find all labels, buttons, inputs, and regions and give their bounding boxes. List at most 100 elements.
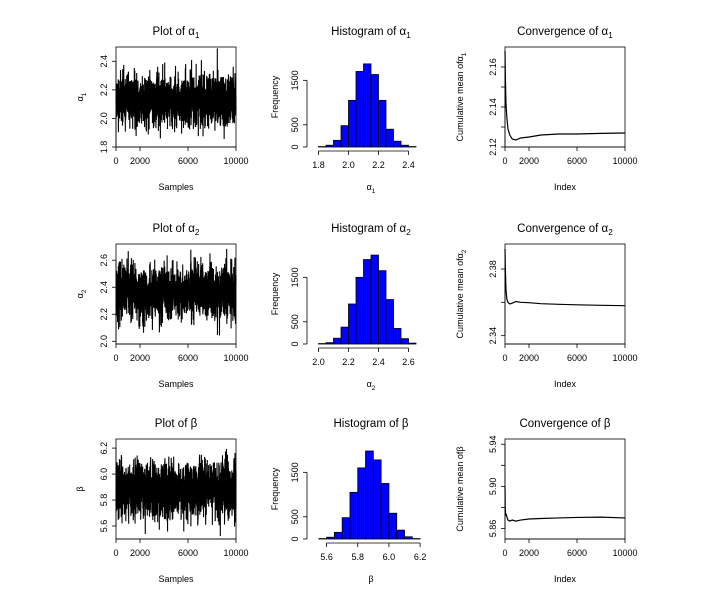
y-tick-label: 2.0 (99, 112, 109, 125)
y-tick-label: 2.2 (99, 84, 109, 97)
x-axis-label-sub: 2 (372, 385, 376, 392)
x-tick-label: 0 (502, 353, 507, 363)
histogram-bar (393, 140, 402, 148)
y-tick-label: 2.6 (99, 254, 109, 267)
y-axis-label-sub: 2 (461, 249, 468, 253)
panel-title-sub: 2 (608, 228, 613, 237)
histogram-bar (388, 512, 398, 540)
panel-histogram-3: Histogram of β 5.6 5.8 6.0 6.2 0 500 1500 β Frequ… (270, 418, 426, 584)
y-axis-label-base: Cumulative mean ofβ (455, 446, 465, 531)
x-tick-label: 2000 (519, 548, 539, 558)
plot-frame (504, 243, 626, 345)
y-tick-label: 0 (290, 144, 300, 149)
histogram-bar (378, 99, 387, 148)
histogram-bar (393, 328, 402, 345)
y-axis-label-sub: 1 (461, 52, 468, 56)
y-tick-label: 1500 (290, 70, 300, 90)
y-axis-label: β (75, 486, 85, 491)
panel-title: Convergence of α1 (517, 26, 613, 40)
x-tick-label: 10000 (612, 156, 637, 166)
panel-title: Histogram of α1 (331, 26, 411, 40)
histogram-bar (333, 531, 343, 540)
histogram-bar (349, 491, 359, 540)
x-tick-label: 2.4 (402, 160, 415, 170)
y-axis-label-base: Frequency (270, 75, 280, 118)
y-tick-label: 6.0 (99, 468, 109, 481)
panel-title: Histogram of β (334, 418, 409, 430)
x-tick-label: 6000 (178, 353, 198, 363)
histogram-bar (408, 342, 417, 345)
x-tick-label: 0 (502, 548, 507, 558)
y-tick-label: 2.16 (488, 58, 498, 76)
panel-trace-1: Plot of α10 2000 6000 100001.82.02.22.4Samp… (75, 26, 249, 192)
y-tick-label: 2.14 (488, 98, 498, 116)
x-tick-label: 6000 (178, 548, 198, 558)
panel-title: Plot of β (155, 418, 198, 430)
y-axis-label-base: β (75, 486, 85, 491)
y-tick-label: 2.38 (488, 260, 498, 278)
plot-frame (504, 438, 626, 540)
x-tick-label: 2.2 (342, 357, 355, 367)
y-axis-label: Cumulative mean ofα2 (455, 249, 468, 338)
x-tick-label: 0 (113, 156, 118, 166)
panel-title: Plot of α2 (152, 223, 199, 237)
y-axis-label-base: Frequency (270, 467, 280, 510)
histogram-bar (365, 450, 374, 540)
y-tick-label: 1500 (290, 267, 300, 287)
x-axis-label-base: Index (554, 182, 577, 192)
y-tick-label: 5.90 (488, 478, 498, 496)
x-tick-label: 6000 (567, 353, 587, 363)
y-tick-label: 500 (290, 509, 300, 524)
y-tick-label: 2.2 (99, 308, 109, 321)
x-axis-label: Samples (158, 574, 194, 584)
cumulative-mean-line (504, 486, 626, 522)
histogram-bar (370, 74, 379, 148)
y-tick-label: 5.94 (488, 435, 498, 453)
x-axis-label: Samples (158, 379, 194, 389)
x-tick-label: 5.8 (351, 552, 364, 562)
x-tick-label: 10000 (612, 353, 637, 363)
panel-title-base: Histogram of α (331, 26, 406, 38)
panel-convergence-2: Convergence of α20 2000 6000 100002.342.38I… (455, 223, 638, 389)
y-axis-label-base: α (75, 96, 85, 101)
x-axis-label-base: Samples (158, 379, 194, 389)
x-tick-label: 10000 (612, 548, 637, 558)
x-axis-label: α1 (367, 182, 376, 195)
y-tick-label: 0 (290, 341, 300, 346)
histogram-bar (340, 125, 349, 148)
y-axis-label-base: Frequency (270, 272, 280, 315)
x-axis-label: Index (554, 182, 577, 192)
x-tick-label: 2000 (519, 353, 539, 363)
panel-title-base: Histogram of α (331, 223, 406, 235)
histogram-bar (372, 459, 382, 540)
y-tick-label: 0 (290, 536, 300, 541)
cumulative-mean-line (504, 50, 626, 141)
trace-line (115, 48, 237, 139)
y-tick-label: 2.34 (488, 327, 498, 345)
x-tick-label: 2.0 (312, 357, 325, 367)
x-tick-label: 10000 (223, 353, 248, 363)
histogram-bar (355, 71, 364, 148)
x-axis-label: Index (554, 379, 577, 389)
histogram-bar (333, 337, 342, 345)
panel-title: Histogram of α2 (331, 223, 411, 237)
panel-title-base: Plot of α (152, 223, 195, 235)
histogram-bar (325, 342, 334, 345)
histogram-bar (370, 254, 379, 345)
x-tick-label: 2000 (519, 156, 539, 166)
x-tick-label: 2000 (130, 548, 150, 558)
panel-title-base: Histogram of β (334, 418, 409, 430)
y-tick-label: 2.4 (99, 281, 109, 294)
cumulative-mean-line (504, 248, 626, 307)
x-tick-label: 2.0 (342, 160, 355, 170)
histogram-bar (357, 467, 366, 540)
histogram-bar (355, 276, 364, 345)
x-tick-label: 1.8 (312, 160, 325, 170)
x-axis-label-base: Samples (158, 574, 194, 584)
x-axis-label-base: Index (554, 379, 577, 389)
x-tick-label: 6000 (567, 548, 587, 558)
histogram-bar (340, 326, 349, 345)
x-tick-label: 2000 (130, 156, 150, 166)
panel-title-base: Plot of α (152, 26, 195, 38)
histogram-bar (380, 483, 390, 540)
